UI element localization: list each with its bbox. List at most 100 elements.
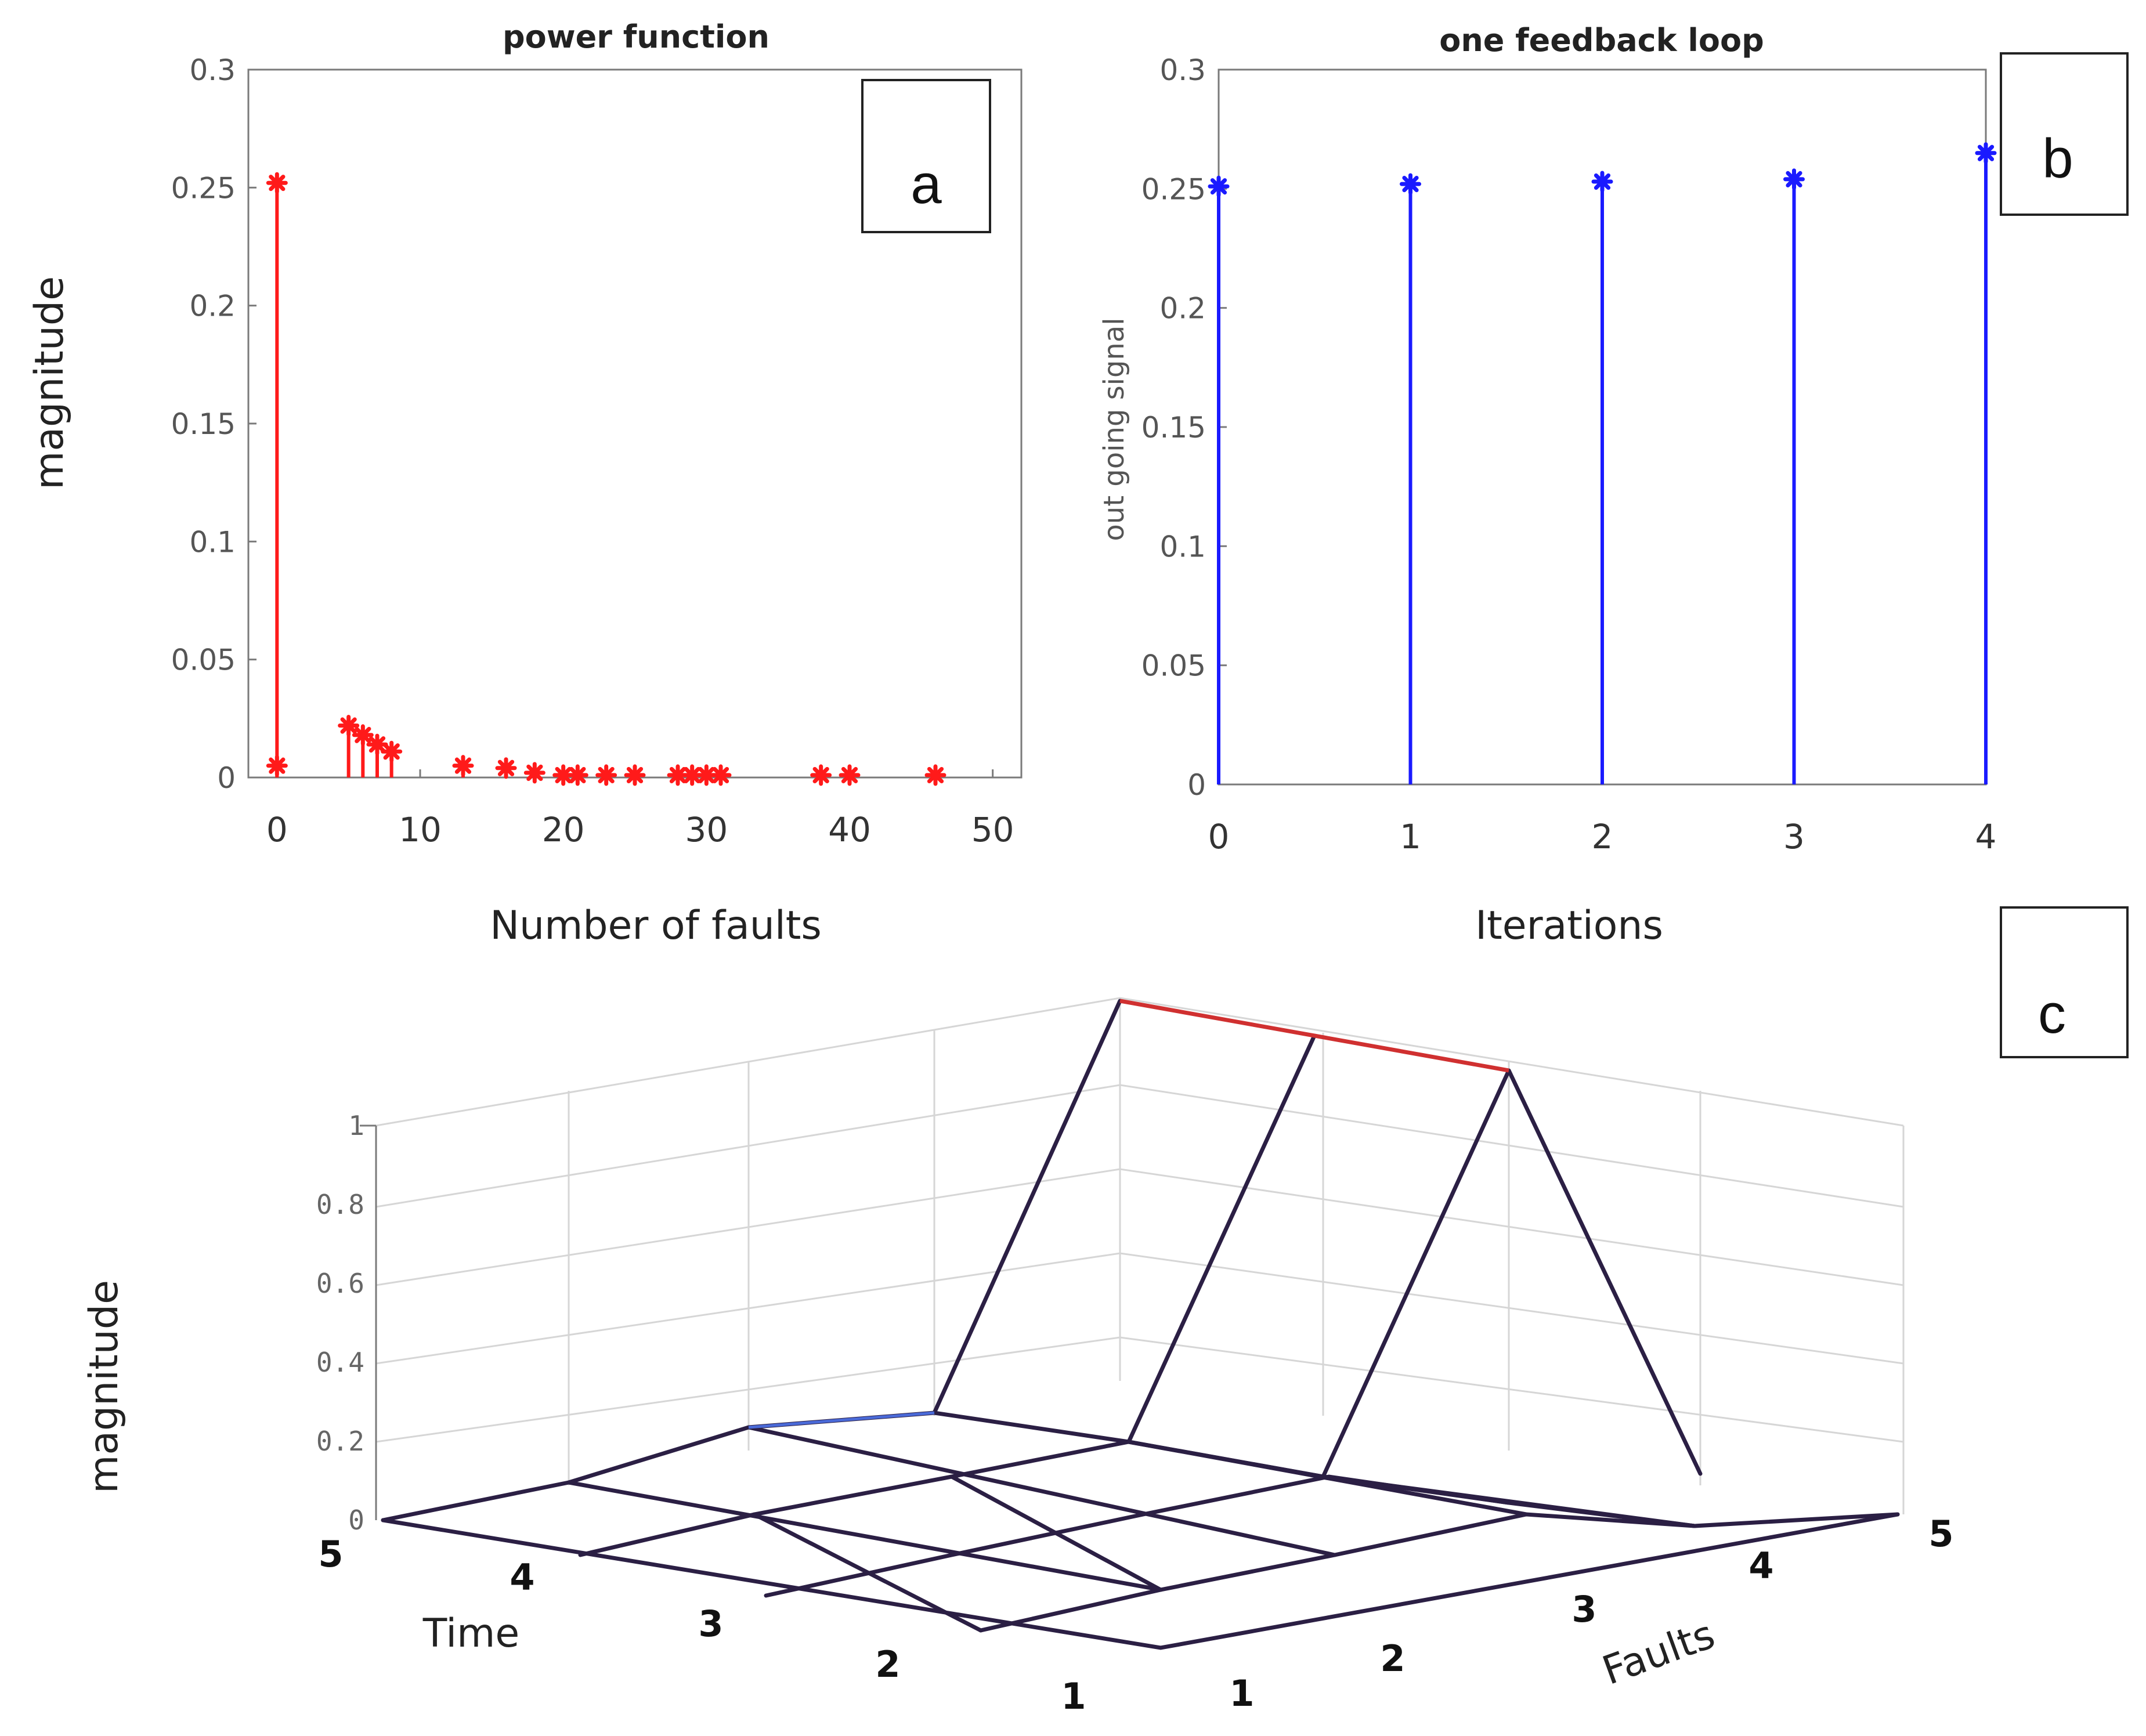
stem-marker [1975,142,1997,164]
stem-marker [624,764,646,786]
mesh-edge [949,1474,1163,1592]
grid-line [375,997,1904,1127]
stem-marker [1783,168,1805,190]
time-tick-label: 2 [875,1643,900,1686]
panel-a-y-ticks: 0 0.05 0.1 0.15 0.2 0.25 0.3 [171,53,256,795]
grid-line [375,1336,1904,1443]
y-tick-label: 0.25 [171,171,236,205]
mesh-ridge-edge [1126,1033,1317,1444]
x-tick-label: 20 [542,810,585,849]
stem-marker [352,724,374,746]
panel-a-ylabel: magnitude [27,276,73,490]
grid-line [375,1084,1904,1208]
stem-marker [495,757,517,779]
z-tick-label: 0.8 [316,1189,364,1220]
stem-marker [839,764,861,786]
mesh-edge [1126,1440,1900,1528]
time-tick-label: 3 [698,1603,723,1645]
y-tick-label: 0.3 [1159,53,1206,87]
stem-marker [924,764,946,786]
stem-marker [710,764,732,786]
x-tick-label: 2 [1592,817,1613,856]
z-tick-label: 0.4 [316,1347,364,1378]
stem-marker [452,755,474,777]
mesh-edge [578,1440,1697,1557]
x-tick-label: 0 [266,810,288,849]
panel-c-label-box [2000,906,2129,1058]
mesh-edge [566,1480,1163,1592]
mesh-ridge-edge [1506,1068,1703,1476]
panel-c-time-ticks: 5 4 3 2 1 [318,1533,1086,1717]
z-tick-label: 0.6 [316,1268,364,1299]
mesh-edge [752,1512,983,1633]
fault-tick-label: 1 [1229,1672,1254,1715]
panel-a-xlabel: Number of faults [490,903,822,949]
panel-b-stems [1208,142,1997,784]
mesh-peak-edge [1119,999,1509,1073]
x-tick-label: 40 [828,810,871,849]
y-tick-label: 0.1 [189,525,236,559]
panel-c-grid [360,997,1905,1520]
y-tick-label: 0 [1187,768,1206,802]
stem-marker [595,764,617,786]
y-tick-label: 0.1 [1159,530,1206,563]
stem-marker [1208,175,1230,197]
panel-a-x-ticks: 0 10 20 30 40 50 [266,769,1014,849]
y-tick-label: 0.15 [171,407,236,441]
panel-b-xlabel: Iterations [1475,903,1663,949]
panel-b-y-ticks: 0 0.05 0.1 0.15 0.2 0.25 0.3 [1141,53,1227,802]
stem-marker [810,764,832,786]
time-tick-label: 5 [318,1533,343,1575]
y-tick-label: 0 [217,761,236,795]
panel-c-surface-mesh [381,999,1900,1650]
x-tick-label: 1 [1400,817,1421,856]
panel-a-label: a [911,153,942,215]
panel-b-title: one feedback loop [1439,22,1764,59]
mesh-ridge-edge [1321,1068,1511,1479]
panel-c-z-ticks: 0 0.2 0.4 0.6 0.8 1 [316,1110,364,1536]
x-tick-label: 10 [399,810,442,849]
x-tick-label: 30 [685,810,728,849]
stem-marker [1591,171,1613,193]
panel-a-title: power function [503,19,769,55]
y-tick-label: 0.3 [189,53,236,87]
x-tick-label: 0 [1208,817,1230,856]
time-tick-label: 1 [1061,1675,1086,1717]
panel-c-time-label: Time [422,1611,519,1657]
panel-b-chart: one feedback loop 0 0.05 0.1 0.15 0.2 0.25 0.3… [1098,22,2129,949]
panel-c-zlabel: magnitude [81,1280,127,1493]
time-tick-label: 4 [510,1556,534,1598]
stem-marker [266,172,288,194]
z-tick-label: 0.2 [316,1426,364,1457]
y-tick-label: 0.2 [1159,292,1206,326]
panel-c-fault-ticks: 1 2 3 4 5 [1229,1513,1953,1715]
x-tick-label: 3 [1783,817,1805,856]
panel-c-label: c [2038,983,2066,1045]
panel-b-label: b [2042,128,2073,190]
y-tick-label: 0.25 [1141,172,1206,206]
stem-marker [566,764,588,786]
stem-marker [1400,173,1421,195]
fault-tick-label: 2 [1380,1637,1405,1680]
panel-a-stems [266,172,946,786]
panel-b-ylabel: out going signal [1098,317,1130,541]
z-tick-label: 1 [348,1110,364,1141]
stem-marker [366,733,388,755]
stem-marker [338,715,360,737]
panel-a-label-box [861,79,991,233]
fault-tick-label: 5 [1928,1513,1953,1555]
panel-c-faults-label: Faults [1596,1612,1721,1694]
mesh-low-edge [748,1411,935,1429]
panel-b-label-box [2000,52,2129,216]
panel-c-chart: 0 0.2 0.4 0.6 0.8 1 5 4 3 2 1 1 2 3 4 5 Time Faults [81,906,2129,1717]
stem-marker [381,740,403,762]
mesh-ridge-edge [932,999,1122,1415]
y-tick-label: 0.2 [189,290,236,323]
stem-marker [523,762,545,784]
stem-marker [266,755,288,777]
panel-a-chart: power function 0 0.05 0.1 0.15 0.2 0.25 0.3 0 1… [27,19,1023,949]
grid-line [375,1168,1904,1286]
y-tick-label: 0.05 [171,643,236,677]
y-tick-label: 0.05 [1141,649,1206,683]
